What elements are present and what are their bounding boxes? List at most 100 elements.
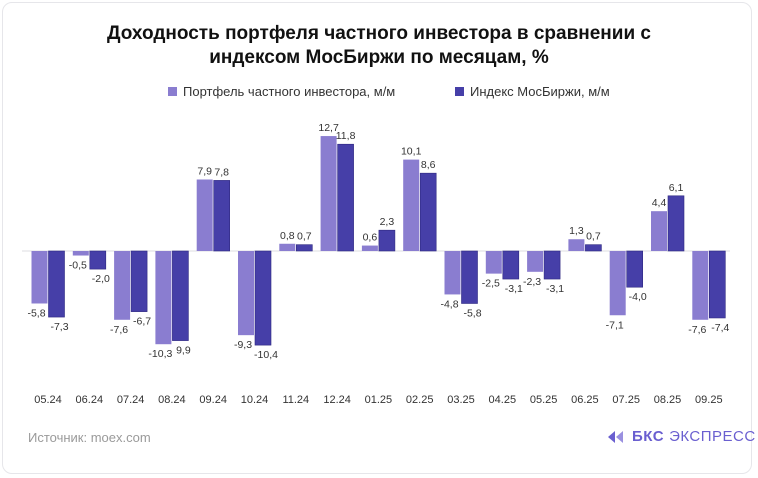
bar-index-05.24 (48, 250, 65, 318)
x-tick-label-02.25: 02.25 (406, 394, 434, 406)
legend-item-index: Индекс МосБиржи, м/м (455, 84, 610, 99)
legend-item-portfolio: Портфель частного инвестора, м/м (168, 84, 395, 99)
data-label-portfolio-09.24: 7,9 (197, 166, 212, 178)
logo-brand: БКС (632, 428, 665, 445)
x-tick-label-05.25: 05.25 (530, 394, 558, 406)
x-tick-label-07.25: 07.25 (612, 394, 640, 406)
x-tick-label-03.25: 03.25 (447, 394, 475, 406)
chart-title-line1: Доходность портфеля частного инвестора в… (107, 23, 651, 44)
bar-portfolio-03.25 (444, 251, 461, 295)
data-label-portfolio-08.25: 4,4 (652, 197, 667, 209)
bar-index-04.25 (502, 250, 520, 280)
bar-index-09.25 (708, 250, 726, 319)
data-label-index-04.25: -3,1 (505, 283, 523, 295)
bar-portfolio-07.25 (609, 251, 626, 316)
data-label-portfolio-03.25: -4,8 (440, 298, 458, 310)
bar-index-08.25 (667, 195, 685, 252)
bar-portfolio-10.24 (238, 251, 254, 336)
x-tick-label-11.24: 11.24 (282, 394, 309, 406)
data-label-index-06.25: 0,7 (586, 231, 601, 243)
bar-portfolio-09.25 (692, 251, 709, 320)
bar-portfolio-02.25 (403, 159, 420, 251)
x-tick-label-06.25: 06.25 (571, 394, 599, 406)
bar-index-07.24 (130, 250, 148, 312)
x-tick-label-06.24: 06.24 (76, 394, 104, 406)
x-tick-label-01.25: 01.25 (365, 394, 393, 406)
data-label-portfolio-05.25: -2,3 (523, 276, 541, 288)
data-label-index-05.25: -3,1 (546, 283, 564, 295)
bks-express-logo: БКС ЭКСПРЕСС (606, 428, 756, 445)
legend-label-index: Индекс МосБиржи, м/м (470, 84, 610, 99)
bar-portfolio-04.25 (485, 251, 502, 274)
legend-swatch-index (455, 87, 464, 96)
bar-portfolio-11.24 (279, 243, 296, 251)
data-label-index-06.24: -2,0 (92, 273, 110, 285)
legend-label-portfolio: Портфель частного инвестора, м/м (183, 84, 396, 99)
source-note: Источник: moex.com (28, 430, 151, 445)
bar-portfolio-07.24 (114, 251, 131, 320)
bar-index-08.24 (172, 250, 189, 341)
data-label-portfolio-07.25: -7,1 (606, 319, 624, 331)
data-label-portfolio-12.24: 12,7 (318, 122, 339, 134)
data-label-index-05.24: -7,3 (50, 321, 68, 333)
data-label-index-11.24: 0,7 (297, 231, 312, 243)
logo-mark-icon (608, 430, 623, 443)
bar-portfolio-06.24 (72, 251, 89, 256)
chart-card (2, 2, 752, 474)
data-label-index-09.24: 7,8 (214, 166, 229, 178)
x-tick-label-12.24: 12.24 (323, 394, 351, 406)
bar-index-09.24 (213, 180, 230, 252)
data-label-portfolio-01.25: 0,6 (363, 232, 378, 244)
bar-portfolio-06.25 (568, 239, 585, 251)
data-label-index-01.25: 2,3 (380, 216, 395, 228)
x-tick-label-08.24: 08.24 (158, 394, 186, 406)
data-label-index-08.25: 6,1 (669, 182, 684, 194)
bar-index-06.24 (89, 250, 107, 270)
data-label-portfolio-04.25: -2,5 (482, 278, 500, 290)
data-label-portfolio-08.24: -10,3 (148, 348, 172, 360)
bar-index-03.25 (461, 250, 478, 304)
data-label-portfolio-11.24: 0,8 (280, 230, 295, 242)
data-label-index-10.24: -10,4 (254, 349, 278, 361)
logo-name: ЭКСПРЕСС (669, 428, 756, 445)
x-tick-label-09.25: 09.25 (695, 394, 723, 406)
x-tick-label-08.25: 08.25 (654, 394, 682, 406)
bar-index-12.24 (337, 143, 354, 252)
bar-portfolio-08.25 (651, 211, 667, 251)
bar-index-05.25 (543, 250, 561, 280)
data-label-portfolio-09.25: -7,6 (688, 324, 706, 336)
data-label-index-03.25: -5,8 (463, 307, 481, 319)
x-tick-label-10.24: 10.24 (241, 394, 269, 406)
bar-index-07.25 (626, 250, 644, 288)
bar-portfolio-09.24 (196, 179, 213, 251)
bar-portfolio-05.25 (527, 251, 544, 272)
bar-portfolio-08.24 (155, 251, 172, 345)
data-label-index-08.24: 9,9 (176, 345, 191, 357)
bar-portfolio-05.24 (31, 251, 48, 304)
x-tick-label-05.24: 05.24 (34, 394, 62, 406)
x-tick-label-04.25: 04.25 (489, 394, 517, 406)
data-label-portfolio-05.24: -5,8 (27, 307, 45, 319)
x-tick-label-07.24: 07.24 (117, 394, 145, 406)
data-label-index-07.25: -4,0 (629, 291, 647, 303)
bar-portfolio-01.25 (361, 245, 378, 251)
bar-index-11.24 (295, 244, 313, 252)
data-label-portfolio-06.24: -0,5 (69, 260, 87, 272)
chart-title-line2: индексом МосБиржи по месяцам, % (209, 47, 549, 68)
bar-index-10.24 (254, 250, 272, 346)
bar-index-06.25 (585, 244, 602, 252)
x-tick-label-09.24: 09.24 (199, 394, 227, 406)
legend-swatch-portfolio (168, 87, 177, 96)
bar-index-01.25 (378, 229, 396, 252)
data-label-portfolio-06.25: 1,3 (569, 225, 584, 237)
data-label-portfolio-07.24: -7,6 (110, 324, 128, 336)
data-label-index-02.25: 8,6 (421, 159, 436, 171)
bar-portfolio-12.24 (320, 136, 337, 251)
data-label-index-12.24: 11,8 (336, 130, 356, 142)
bar-index-02.25 (419, 172, 437, 252)
data-label-portfolio-02.25: 10,1 (401, 146, 422, 158)
data-label-portfolio-10.24: -9,3 (234, 339, 252, 351)
data-label-index-07.24: -6,7 (133, 316, 151, 328)
data-label-index-09.25: -7,4 (711, 322, 729, 334)
